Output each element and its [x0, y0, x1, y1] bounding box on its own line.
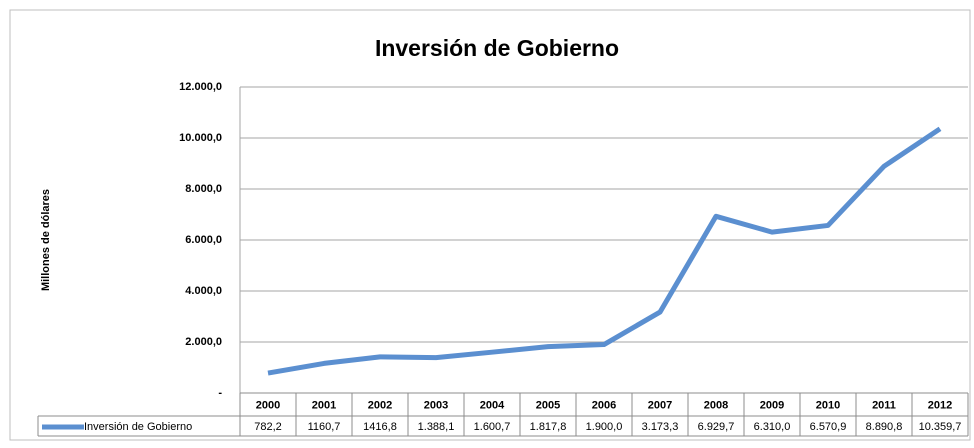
chart-border [9, 9, 971, 441]
table-value: 3.173,3 [642, 421, 679, 433]
y-tick-label: 12.000,0 [179, 81, 222, 93]
x-tick-label: 2010 [816, 399, 840, 411]
table-value: 782,2 [254, 421, 282, 433]
x-tick-label: 2001 [312, 399, 336, 411]
y-tick-label: 4.000,0 [185, 285, 222, 297]
series-line [267, 126, 942, 376]
legend-label: Inversión de Gobierno [84, 421, 192, 433]
x-tick-label: 2003 [424, 399, 448, 411]
chart-title: Inversión de Gobierno [375, 35, 619, 61]
x-tick-label: 2005 [536, 399, 560, 411]
x-tick-label: 2012 [928, 399, 952, 411]
table-value: 1416,8 [363, 421, 397, 433]
y-tick-label: 10.000,0 [179, 132, 222, 144]
y-tick-label: 2.000,0 [185, 336, 222, 348]
y-tick-label: 6.000,0 [185, 234, 222, 246]
y-tick-label: 8.000,0 [185, 183, 222, 195]
x-tick-label: 2006 [592, 399, 616, 411]
table-value: 10.359,7 [919, 421, 962, 433]
table-value: 8.890,8 [866, 421, 903, 433]
x-tick-label: 2000 [256, 399, 280, 411]
x-tick-label: 2008 [704, 399, 728, 411]
table-value: 6.570,9 [810, 421, 847, 433]
table-value: 1.900,0 [586, 421, 623, 433]
table-value: 6.929,7 [698, 421, 735, 433]
x-tick-label: 2007 [648, 399, 672, 411]
table-value: 1.388,1 [418, 421, 455, 433]
table-value: 1.600,7 [474, 421, 511, 433]
y-axis-label: Millones de dólares [40, 189, 52, 291]
x-tick-label: 2002 [368, 399, 392, 411]
table-value: 1160,7 [308, 421, 341, 433]
x-tick-label: 2009 [760, 399, 784, 411]
table-value: 1.817,8 [530, 421, 567, 433]
table-value: 6.310,0 [754, 421, 791, 433]
x-tick-label: 2004 [480, 399, 505, 411]
y-tick-label: - [218, 387, 222, 399]
x-tick-label: 2011 [872, 399, 896, 411]
